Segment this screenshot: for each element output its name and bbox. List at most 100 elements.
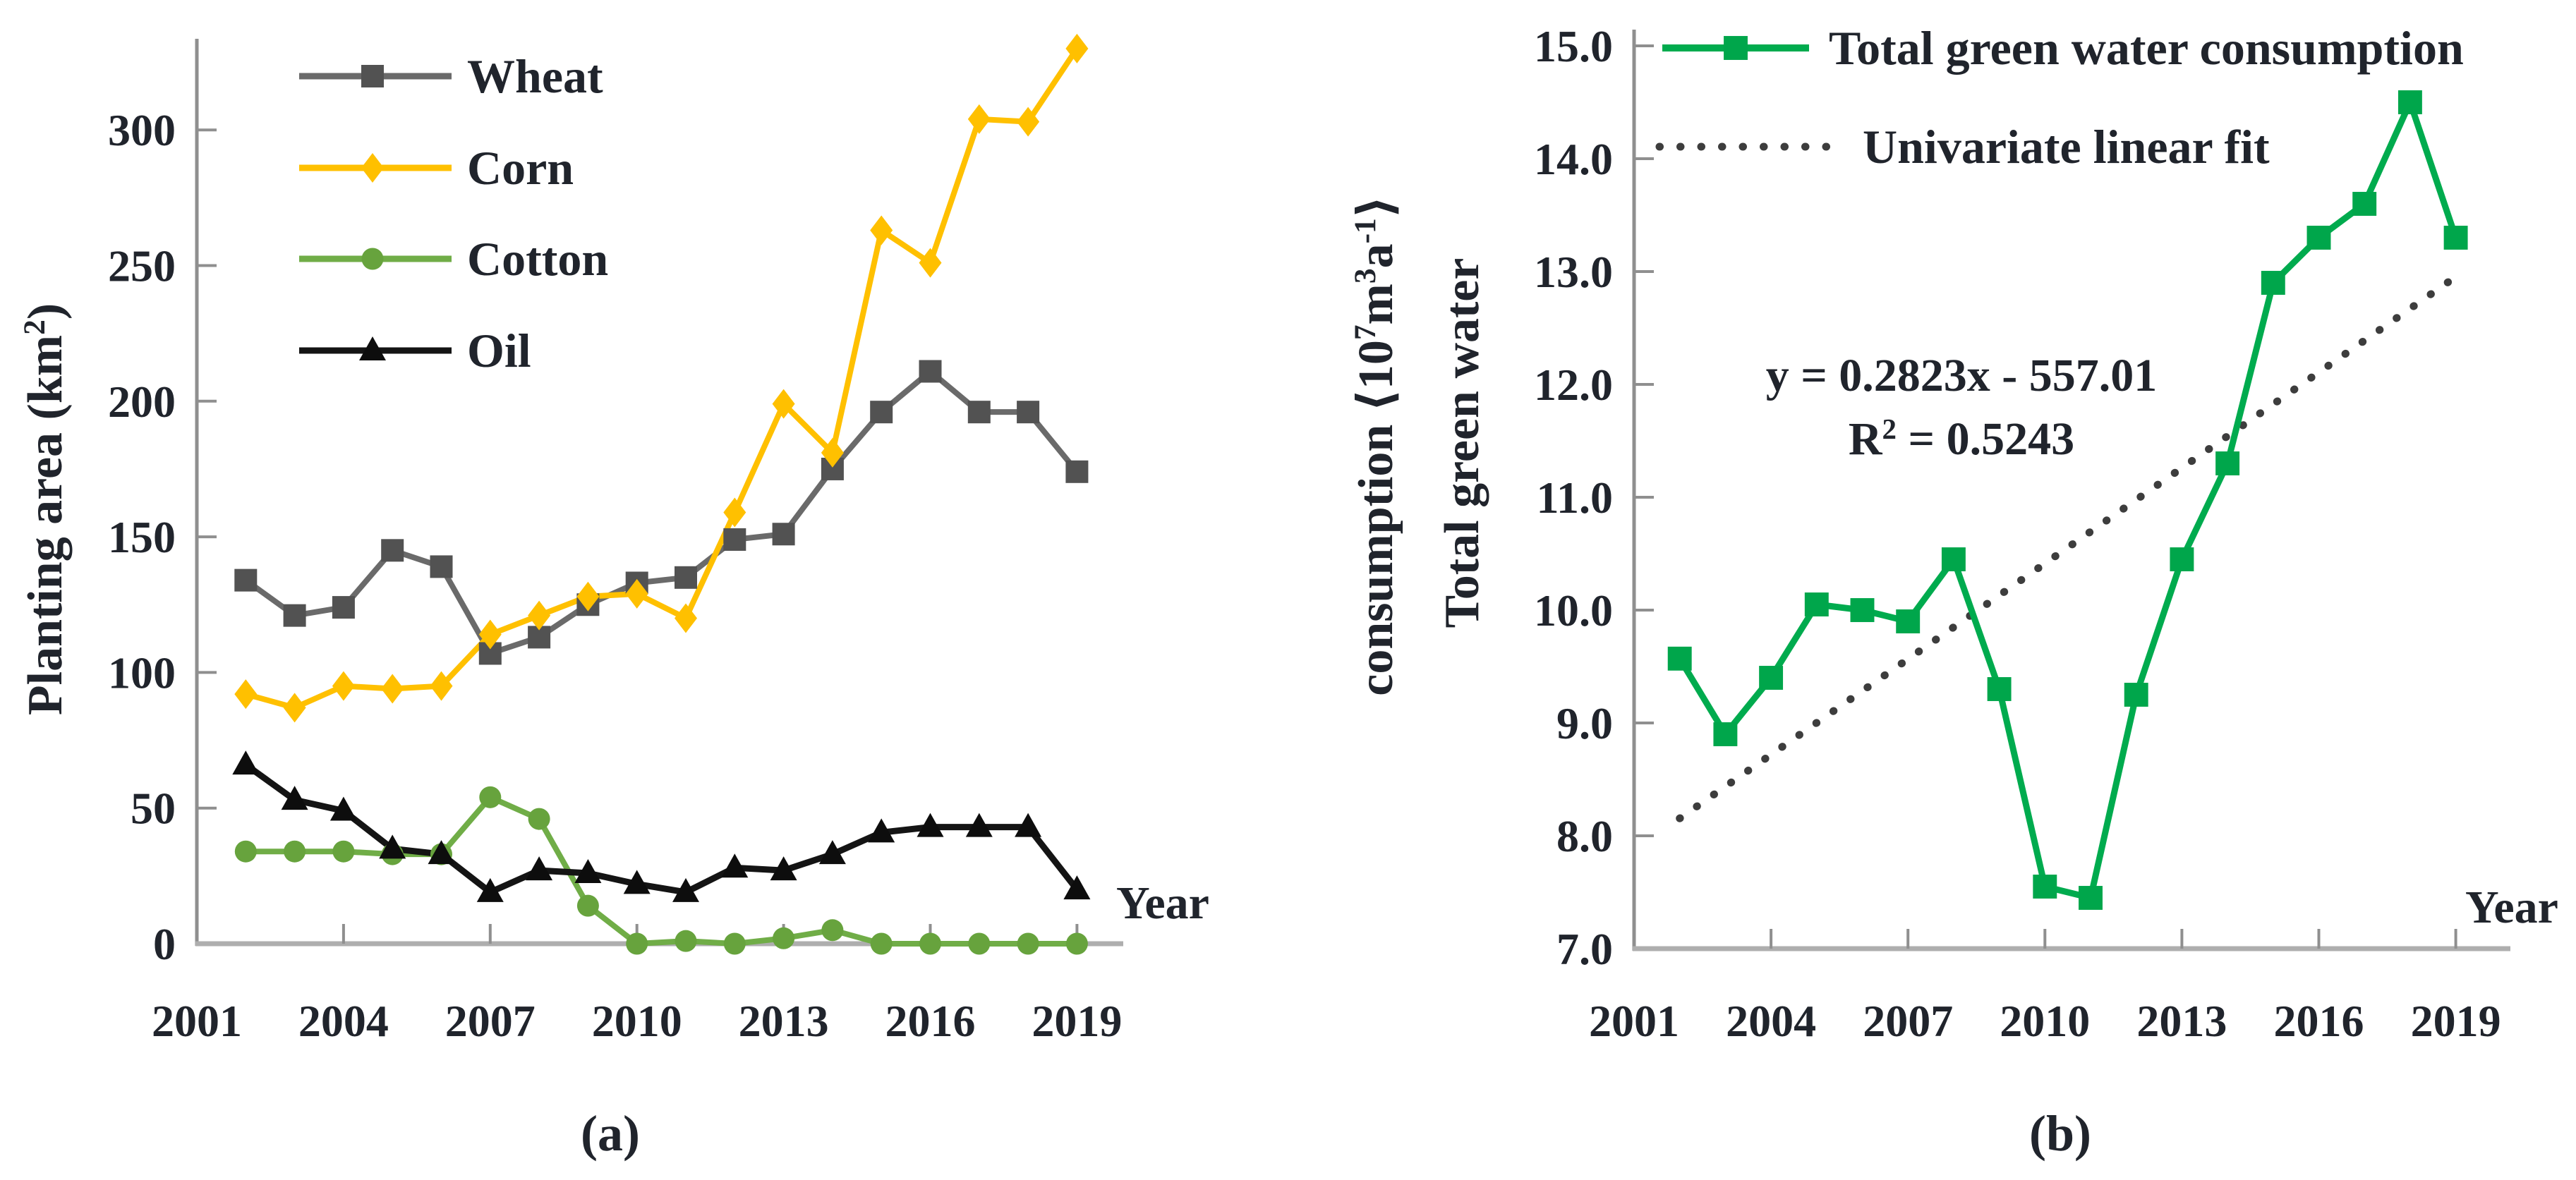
legend-b-label-fit: Univariate linear fit: [1863, 120, 2270, 174]
chart-b-x-tick-label: 2013: [2136, 996, 2227, 1046]
legend-a-sample-marker-wheat: [361, 65, 384, 87]
series-total-green-water-consumption-marker: [2033, 875, 2057, 899]
legend-a-sample-marker-corn: [361, 153, 384, 183]
series-wheat-marker: [870, 401, 893, 424]
chart-b-x-tick-label: 2001: [1589, 996, 1679, 1046]
series-oil-marker: [868, 818, 895, 843]
series-oil-marker: [672, 877, 699, 902]
chart-a-x-axis-title: Year: [1116, 877, 1209, 929]
chart-a-x-tick-label: 2016: [885, 996, 976, 1046]
series-total-green-water-consumption-marker: [2170, 547, 2194, 571]
series-oil-marker: [574, 859, 602, 884]
series-corn-marker: [478, 619, 502, 650]
series-corn-marker: [1017, 107, 1040, 137]
series-wheat-marker: [1017, 401, 1040, 424]
series-oil-marker: [428, 840, 455, 865]
chart-a-y-tick-label: 50: [131, 783, 176, 833]
chart-a-x-tick-label: 2001: [152, 996, 242, 1046]
series-wheat-line: [243, 368, 1080, 657]
series-cotton-marker: [479, 786, 502, 808]
series-cotton-marker: [1017, 932, 1039, 955]
series-corn-marker: [967, 104, 991, 134]
series-wheat-marker: [430, 555, 453, 578]
chart-b-x-axis-title: Year: [2465, 882, 2558, 933]
series-corn-marker: [772, 389, 795, 419]
chart-b-y-tick-label: 15.0: [1534, 21, 1613, 71]
series-total-green-water-consumption-marker: [1850, 598, 1875, 622]
caption-panel-a: (a): [581, 1105, 640, 1162]
legend-b-label-consumption: Total green water consumption: [1829, 21, 2464, 75]
series-oil-marker: [623, 870, 651, 894]
series-total-green-water-consumption-marker: [1759, 666, 1784, 690]
series-cotton-marker: [968, 932, 991, 955]
series-cotton-marker: [773, 927, 795, 949]
chart-b-y-tick-label: 11.0: [1537, 473, 1613, 523]
chart-b-y-tick-label: 13.0: [1534, 247, 1613, 297]
fit-equation-text: y = 0.2823x - 557.01: [1766, 350, 2158, 401]
series-total-green-water-consumption-marker: [2261, 271, 2285, 295]
series-corn-marker: [381, 674, 404, 704]
series-oil-markers: [232, 750, 1091, 902]
series-total-green-water-consumption-marker: [1941, 547, 1966, 571]
chart-a-x-tick-label: 2019: [1032, 996, 1122, 1046]
series-total-green-water-consumption-marker: [1713, 722, 1738, 746]
series-oil-marker: [526, 856, 553, 881]
series-oil-marker: [917, 813, 944, 837]
chart-b-y-tick-label: 10.0: [1534, 585, 1613, 635]
legend-b-sample-marker-consumption: [1724, 36, 1748, 60]
chart-b-y-tick-label: 8.0: [1556, 811, 1613, 861]
series-cotton-marker: [870, 932, 893, 955]
series-cotton-marker: [332, 840, 355, 863]
series-total-green-water-consumption-marker: [2443, 226, 2468, 250]
series-wheat-marker: [967, 401, 991, 424]
chart-b-x-tick-label: 2010: [2000, 996, 2090, 1046]
series-total-green-water-consumption-markers: [1667, 90, 2468, 910]
series-corn-marker: [723, 497, 746, 528]
series-corn-markers: [234, 33, 1089, 723]
series-oil-marker: [721, 853, 749, 878]
series-cotton-marker: [576, 894, 599, 917]
series-univariate-linear-fit-line: [1676, 272, 2460, 822]
series-total-green-water-consumption-marker: [2306, 226, 2331, 250]
series-wheat-marker: [723, 528, 746, 551]
series-oil-marker: [281, 786, 308, 810]
series-cotton-marker: [919, 932, 941, 955]
series-oil-marker: [1015, 813, 1042, 837]
chart-a-y-tick-label: 0: [153, 919, 176, 969]
series-corn-marker: [821, 437, 844, 468]
chart-a: 0 50 100 150 200 250 300 2001 2004 2007 2010 2013 20…: [18, 33, 1209, 1046]
series-wheat-marker: [675, 566, 697, 589]
series-total-green-water-consumption-marker: [1896, 609, 1921, 633]
chart-b-x-tick-label: 2016: [2274, 996, 2364, 1046]
legend-a-label-wheat: Wheat: [467, 49, 603, 103]
series-oil-marker: [1063, 875, 1091, 900]
series-total-green-water-consumption-marker: [2124, 683, 2148, 707]
series-cotton-line: [243, 794, 1080, 947]
series-cotton-marker: [675, 930, 697, 952]
series-total-green-water-consumption-marker: [2397, 90, 2422, 114]
chart-a-y-axis-title: Planting area (km2): [18, 303, 72, 715]
series-oil-marker: [476, 877, 504, 902]
series-corn-marker: [283, 693, 306, 723]
series-oil-marker: [232, 750, 260, 775]
chart-b-x-tick-label: 2019: [2411, 996, 2501, 1046]
chart-b-x-tick-label: 2007: [1863, 996, 1953, 1046]
series-cotton-marker: [821, 919, 844, 942]
series-total-green-water-consumption-marker: [2215, 451, 2240, 475]
series-wheat-markers: [234, 360, 1089, 665]
chart-a-y-tick-label: 200: [108, 376, 176, 426]
series-oil-marker: [379, 834, 406, 859]
series-corn-marker: [625, 578, 648, 609]
series-wheat-marker: [283, 604, 306, 627]
series-total-green-water-consumption-line: [1676, 99, 2460, 901]
series-wheat-marker: [919, 360, 942, 383]
series-total-green-water-consumption-marker: [2352, 192, 2377, 216]
series-corn-marker: [430, 671, 453, 701]
series-total-green-water-consumption-marker: [2079, 886, 2103, 910]
chart-b-y-tick-label: 7.0: [1556, 924, 1613, 974]
chart-a-y-tick-label: 300: [108, 105, 176, 155]
chart-a-x-tick-label: 2004: [298, 996, 389, 1046]
chart-a-y-tick-label: 150: [108, 512, 176, 562]
series-wheat-marker: [1065, 460, 1089, 483]
